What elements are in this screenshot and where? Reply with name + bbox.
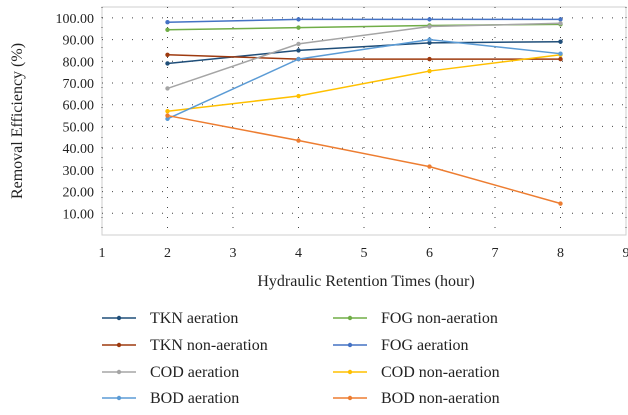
y-tick-label: 40.00 [63, 142, 95, 157]
data-point [296, 48, 301, 53]
x-tick-label: 3 [230, 246, 237, 261]
x-tick-label: 7 [492, 246, 499, 261]
data-point [427, 56, 432, 62]
data-point [296, 25, 301, 30]
y-tick-label: 20.00 [63, 186, 95, 201]
legend-swatch-marker [347, 315, 353, 321]
legend-item: BOD aeration [102, 390, 239, 407]
series-line [167, 114, 561, 205]
data-point [427, 68, 432, 74]
legend-label: COD non-aeration [381, 364, 500, 381]
y-tick-labels: 10.00 20.00 30.00 40.00 50.00 60.00 70.00 80.00… [56, 12, 95, 222]
legend-item: COD non-aeration [333, 364, 500, 381]
series-fog-aeration [165, 17, 563, 25]
data-point [165, 61, 170, 66]
y-tick-label: 90.00 [63, 34, 95, 49]
x-tick-label: 2 [164, 246, 171, 261]
legend-label: TKN aeration [150, 310, 238, 327]
data-point [558, 51, 563, 56]
legend-label: TKN non-aeration [150, 337, 268, 354]
legend-item: TKN non-aeration [102, 337, 268, 354]
data-point [427, 24, 432, 29]
grid [101, 7, 627, 235]
x-tick-label: 9 [623, 246, 628, 261]
legend-label: FOG aeration [381, 337, 469, 354]
series-line [167, 22, 561, 90]
data-point [427, 37, 432, 42]
x-tick-label: 4 [295, 246, 302, 261]
x-tick-label: 1 [99, 246, 106, 261]
series-cod-aeration [165, 21, 563, 91]
legend-item: COD aeration [102, 364, 239, 381]
series-line [167, 54, 561, 112]
data-point [165, 116, 170, 122]
data-point [165, 86, 170, 91]
series-cod-non-aeration [165, 52, 563, 114]
x-tick-labels: 1 2 3 4 5 6 7 8 9 [99, 246, 628, 261]
data-point [296, 93, 301, 99]
x-tick-label: 6 [426, 246, 433, 261]
legend-swatch-marker [116, 315, 122, 321]
legend-item: TKN aeration [102, 310, 238, 327]
legend-swatch-marker [116, 342, 122, 348]
data-point [165, 27, 170, 32]
y-tick-label: 50.00 [63, 120, 95, 135]
y-tick-label: 70.00 [63, 77, 95, 92]
data-point [558, 21, 563, 26]
data-point [558, 39, 563, 44]
legend-item: BOD non-aeration [333, 390, 500, 407]
data-point [296, 56, 301, 62]
legend-swatch-marker [347, 342, 353, 348]
data-point [558, 201, 563, 206]
series-line [167, 40, 561, 65]
legend-label: FOG non-aeration [381, 310, 498, 327]
x-axis-title: Hydraulic Retention Times (hour) [257, 273, 474, 290]
series-line [167, 54, 561, 60]
x-tick-label: 5 [361, 246, 368, 261]
data-point [427, 164, 432, 169]
data-point [165, 113, 170, 118]
data-point [296, 17, 301, 22]
legend-item: FOG aeration [333, 337, 469, 354]
data-point [296, 138, 301, 143]
series-fog-non-aeration [165, 22, 563, 32]
y-tick-label: 10.00 [63, 207, 95, 222]
data-point [427, 17, 432, 22]
x-tick-label: 8 [557, 246, 564, 261]
legend-label: COD aeration [150, 364, 239, 381]
y-tick-label: 100.00 [56, 12, 95, 27]
y-tick-label: 60.00 [63, 99, 95, 114]
series-tkn-non-aeration [165, 52, 563, 62]
legend: TKN aeration FOG non-aeration TKN non-aera… [102, 310, 500, 407]
legend-swatch-marker [116, 369, 122, 375]
y-tick-label: 80.00 [63, 55, 95, 70]
series-bod-aeration [165, 37, 563, 122]
series-line [167, 18, 561, 23]
legend-swatch-marker [347, 369, 353, 375]
legend-swatch-marker [347, 395, 353, 401]
series-bod-non-aeration [165, 113, 563, 206]
data-point [165, 109, 170, 114]
legend-label: BOD aeration [150, 390, 239, 407]
legend-label: BOD non-aeration [381, 390, 500, 407]
data-point [165, 20, 170, 25]
series-line [167, 38, 561, 120]
data-point [165, 52, 170, 57]
legend-swatch-marker [116, 395, 122, 401]
y-axis-title: Removal Efficiency (%) [9, 43, 26, 199]
data-point [296, 41, 301, 47]
data-point [558, 17, 563, 22]
data-point [427, 40, 432, 46]
series-layer [165, 17, 563, 206]
data-point [558, 56, 563, 62]
y-tick-label: 30.00 [63, 164, 95, 179]
legend-item: FOG non-aeration [333, 310, 498, 327]
